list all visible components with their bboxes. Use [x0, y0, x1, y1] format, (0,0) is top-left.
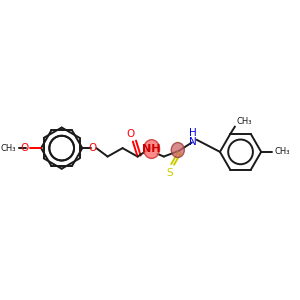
Text: H: H: [189, 128, 197, 138]
Text: NH: NH: [142, 144, 161, 154]
Ellipse shape: [144, 140, 160, 158]
Text: CH₃: CH₃: [274, 147, 290, 156]
Text: CH₃: CH₃: [0, 144, 16, 153]
Ellipse shape: [171, 142, 184, 158]
Text: O: O: [127, 129, 135, 139]
Text: S: S: [166, 168, 173, 178]
Text: N: N: [189, 136, 197, 147]
Text: CH₃: CH₃: [237, 117, 252, 126]
Text: O: O: [88, 143, 97, 153]
Text: O: O: [21, 143, 29, 153]
